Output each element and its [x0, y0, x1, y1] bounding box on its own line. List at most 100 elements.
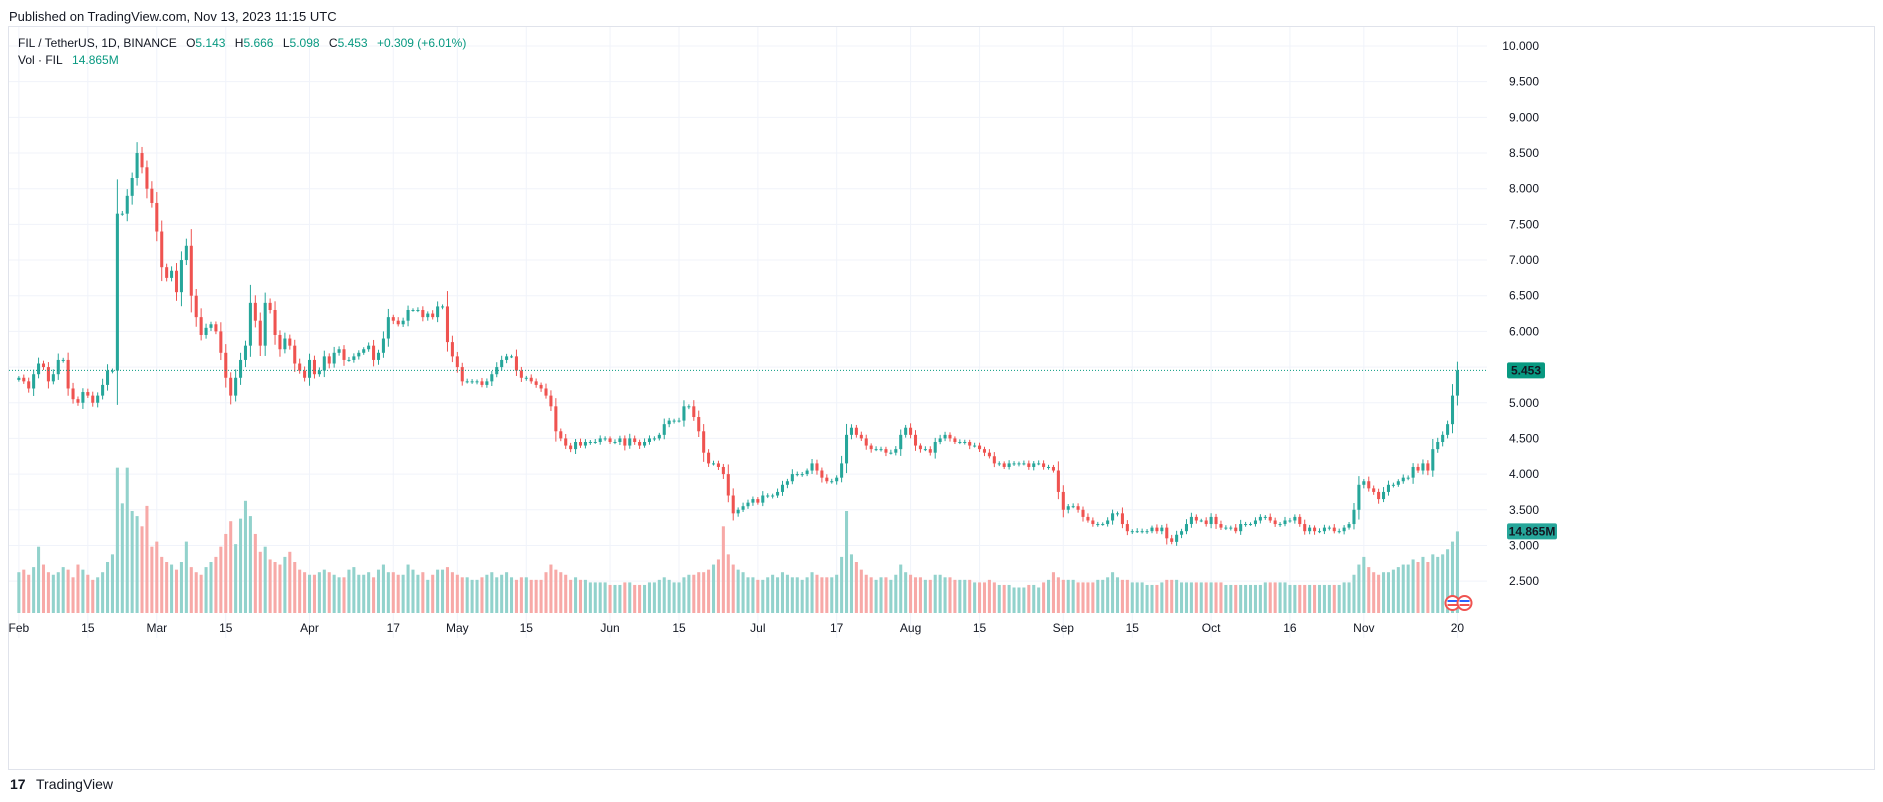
volume-bar [554, 569, 558, 613]
last-price-badge-label: 5.453 [1511, 363, 1541, 377]
time-tick-label: May [446, 621, 469, 635]
candle-body [1327, 527, 1331, 529]
candle-body [992, 456, 996, 464]
candle-body [278, 334, 282, 350]
candle-body [357, 352, 361, 357]
volume-bar [1327, 584, 1331, 613]
price-tick-label: 4.000 [1509, 467, 1539, 481]
candle-body [317, 370, 321, 375]
candle-body [588, 441, 592, 443]
candle-body [1258, 516, 1262, 521]
volume-bar [628, 582, 632, 613]
volume-bar [445, 567, 450, 613]
volume-bar [1308, 584, 1312, 613]
volume-bar [160, 556, 164, 613]
candle-body [243, 345, 248, 360]
candle-body [948, 434, 952, 439]
candle-body [125, 195, 129, 214]
candle-body [1283, 520, 1287, 525]
candle-body [1115, 513, 1120, 515]
volume-bar [32, 567, 36, 613]
price-tick-label: 8.000 [1509, 182, 1539, 196]
volume-bar [711, 564, 716, 613]
candle-body [239, 359, 243, 378]
candle-body [101, 384, 105, 396]
candle-body [1391, 484, 1395, 486]
volume-bar [194, 572, 198, 613]
symbol-title[interactable]: FIL / TetherUS, 1D, BINANCE [18, 36, 177, 50]
volume-bar [756, 579, 760, 613]
time-tick-label: Oct [1202, 621, 1221, 635]
candle-body [307, 359, 312, 378]
candle-body [780, 484, 785, 492]
volume-bar [101, 572, 105, 613]
candle-body [376, 352, 381, 360]
volume-bar [539, 579, 543, 613]
volume-bar [273, 562, 277, 613]
volume-bar [110, 554, 114, 613]
candle-body [963, 441, 967, 443]
volume-bar [805, 577, 809, 613]
volume-bar [1145, 584, 1149, 613]
volume-bar [165, 562, 169, 613]
candle-body [953, 438, 957, 442]
candle-body [253, 302, 257, 321]
candle-body [1416, 466, 1420, 471]
volume-label[interactable]: Vol · FIL [18, 53, 63, 67]
candle-body [766, 495, 770, 497]
price-tick-label: 9.500 [1509, 75, 1539, 89]
volume-bar [505, 572, 509, 613]
volume-bar [307, 574, 312, 613]
candle-body [731, 495, 735, 514]
candle-body [534, 381, 538, 385]
candle-body [179, 260, 183, 293]
volume-bar [869, 577, 873, 613]
volume-bar [56, 572, 60, 613]
volume-bar [1125, 579, 1129, 613]
candle-body [1155, 527, 1159, 532]
tradingview-branding[interactable]: 17 TradingView [10, 776, 113, 792]
candle-body [500, 359, 504, 368]
volume-bar [923, 579, 927, 613]
candle-body [1239, 524, 1243, 532]
candle-body [327, 356, 331, 364]
volume-bar [1120, 579, 1124, 613]
price-tick-label: 9.000 [1509, 110, 1539, 124]
candle-body [707, 452, 711, 464]
candle-body [667, 420, 671, 425]
candle-body [943, 434, 947, 439]
volume-bar [376, 569, 381, 613]
candle-body [411, 309, 415, 311]
volume-bar [199, 574, 203, 613]
price-tick-label: 6.000 [1509, 324, 1539, 338]
candle-body [1367, 481, 1371, 489]
candle-body [332, 352, 336, 364]
volume-bar [736, 569, 740, 613]
volume-bar [470, 579, 474, 613]
volume-bar [214, 556, 218, 613]
volume-bar [1056, 577, 1060, 613]
volume-bar [239, 518, 243, 613]
volume-bar [968, 579, 972, 613]
volume-bar [1160, 582, 1164, 613]
candle-body [761, 495, 765, 503]
volume-bar [672, 582, 676, 613]
candle-body [1372, 488, 1376, 492]
volume-bar [27, 574, 31, 613]
volume-bar [1066, 579, 1070, 613]
volume-bar [1332, 584, 1336, 613]
flag-stripe [1459, 604, 1470, 606]
candle-body [347, 359, 351, 361]
candle-body [1145, 531, 1149, 533]
price-axis: 10.000 9.500 9.000 8.500 8.000 7.500 7.000 6.50… [1502, 39, 1539, 588]
candle-body [475, 381, 479, 383]
volume-bar [1037, 587, 1041, 613]
candle-body [854, 427, 858, 435]
candle-body [790, 474, 794, 482]
candle-body [91, 395, 95, 403]
time-tick-label: 20 [1451, 621, 1465, 635]
volume-bar [677, 582, 681, 613]
volume-bar [800, 579, 804, 613]
volume-bar [1357, 564, 1361, 613]
